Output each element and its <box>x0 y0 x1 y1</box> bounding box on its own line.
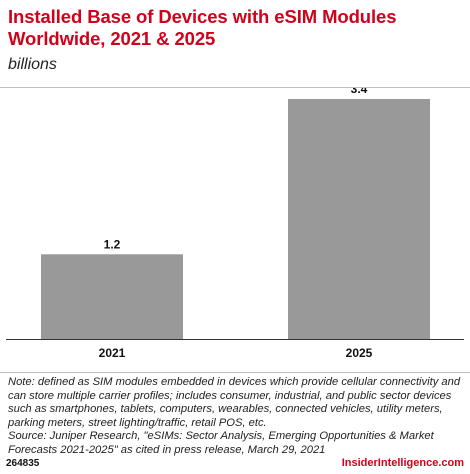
bar-2021 <box>41 254 183 339</box>
x-tick-label-2025: 2025 <box>346 346 373 360</box>
value-label-2021: 1.2 <box>104 237 121 251</box>
bar-chart: 1.2 2021 3.4 2025 <box>6 88 464 360</box>
chart-title: Installed Base of Devices with eSIM Modu… <box>8 6 397 49</box>
bar-2025 <box>288 99 430 339</box>
brand-logo-text: InsiderIntelligence.com <box>341 457 464 469</box>
bottom-divider <box>0 372 470 373</box>
top-divider <box>0 87 470 88</box>
chart-subtitle: billions <box>8 56 57 73</box>
chart-id: 264835 <box>6 458 40 469</box>
value-label-2025: 3.4 <box>351 88 368 96</box>
chart-note: Note: defined as SIM modules embedded in… <box>8 376 461 456</box>
x-tick-label-2021: 2021 <box>99 346 126 360</box>
